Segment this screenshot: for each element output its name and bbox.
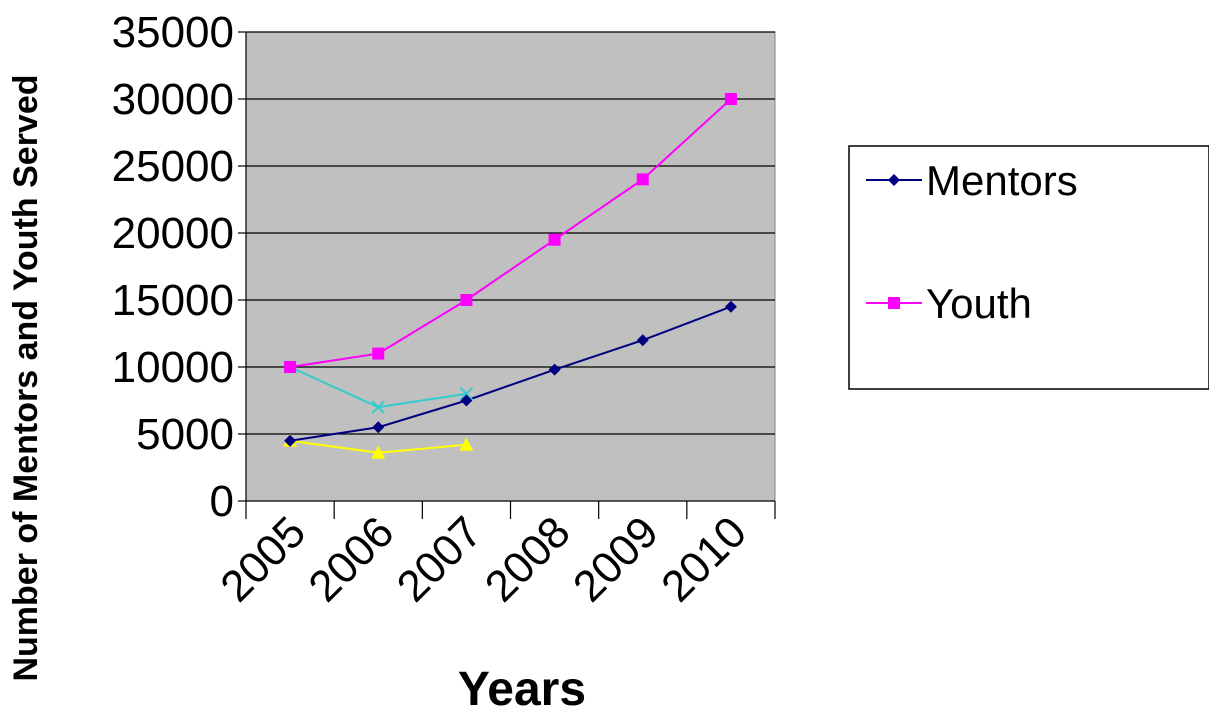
data-point-0	[284, 434, 297, 447]
series-line-0	[289, 305, 732, 442]
data-point-0	[636, 334, 649, 347]
data-point-1	[460, 294, 473, 306]
data-point-3	[459, 437, 474, 451]
series-markers	[283, 93, 737, 459]
x-tick-label: 2006	[299, 507, 403, 611]
data-point-3	[371, 445, 386, 459]
data-point-2	[371, 400, 385, 414]
data-point-1	[724, 93, 737, 105]
data-point-1	[636, 173, 649, 186]
y-tick-label: 15000	[112, 276, 234, 325]
series-line-1	[289, 98, 732, 368]
legend-swatch-marker	[888, 174, 900, 186]
data-point-1	[284, 361, 297, 373]
y-tick-labels: 0 5000 10000 15000 20000 25000 30000 35000	[112, 8, 234, 526]
x-tick-label: 2009	[564, 507, 668, 611]
legend: Mentors Youth	[848, 145, 1209, 390]
y-tick-label: 10000	[112, 343, 234, 392]
x-axis-title: Years	[458, 663, 586, 716]
legend-box	[848, 145, 1209, 390]
plot-area	[245, 31, 776, 502]
legend-swatch-marker	[888, 297, 900, 309]
x-tick-label: 2010	[652, 507, 756, 611]
y-tick-label: 0	[210, 477, 234, 526]
data-point-2	[459, 387, 474, 401]
y-tick-label: 35000	[112, 8, 234, 57]
x-tick-label: 2007	[388, 507, 492, 611]
data-point-0	[460, 394, 473, 407]
legend-entries: Mentors Youth	[866, 157, 1078, 327]
y-tick-label: 25000	[112, 142, 234, 191]
x-tick-label: 2008	[476, 507, 580, 611]
data-point-0	[372, 421, 385, 434]
data-point-1	[548, 233, 561, 246]
data-point-0	[548, 363, 561, 376]
y-tick-label: 20000	[112, 209, 234, 258]
y-tick-label: 5000	[136, 410, 234, 459]
y-axis-title: Number of Mentors and Youth Served	[7, 74, 45, 681]
data-point-1	[372, 347, 385, 360]
y-tick-label: 30000	[112, 75, 234, 124]
legend-label: Youth	[926, 280, 1032, 327]
axes	[238, 31, 776, 519]
legend-label: Mentors	[926, 157, 1078, 204]
gridlines	[246, 31, 775, 435]
data-point-0	[724, 300, 737, 313]
